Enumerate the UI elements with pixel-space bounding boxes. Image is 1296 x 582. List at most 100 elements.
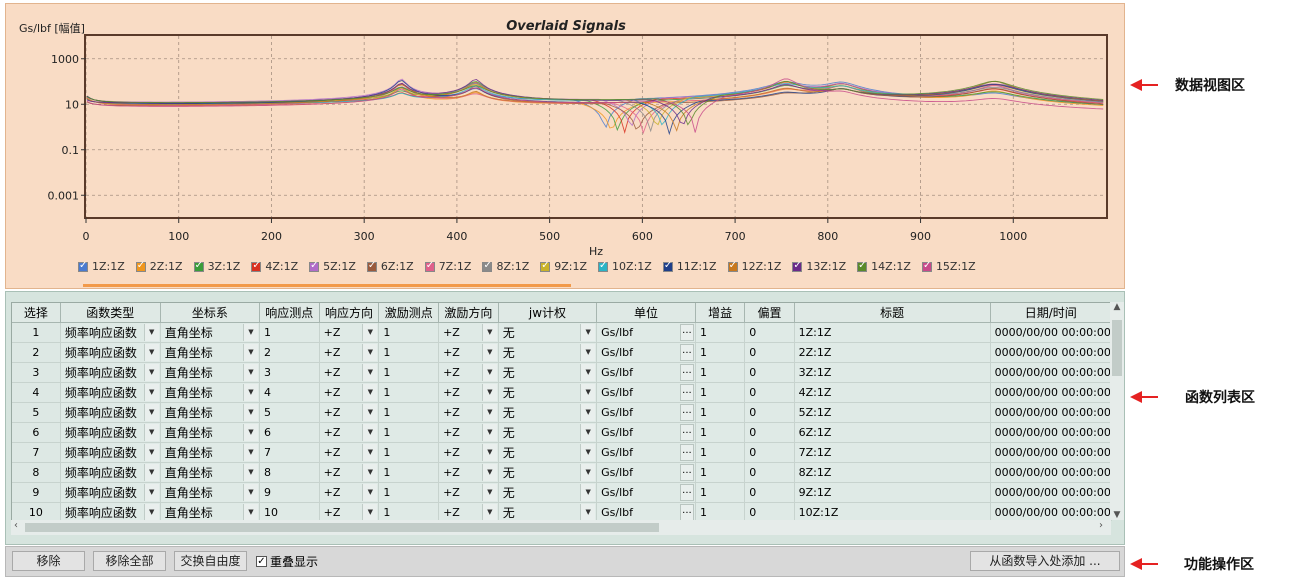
cell-exc-pt[interactable]: 1	[378, 382, 440, 403]
cell-unit[interactable]: Gs/lbf...	[596, 462, 696, 483]
cell-ftype[interactable]: 频率响应函数 ▼	[60, 362, 161, 383]
cell-gain[interactable]: 1	[695, 462, 746, 483]
cell-resp-pt[interactable]: 4	[259, 382, 320, 403]
ellipsis-button[interactable]: ...	[679, 464, 694, 481]
column-header[interactable]: 偏置	[744, 303, 795, 323]
legend-item[interactable]: 2Z:1Z	[135, 260, 183, 273]
legend-checkbox-icon[interactable]	[482, 260, 493, 272]
cell-exc-dir[interactable]: +Z ▼	[438, 442, 499, 463]
legend-checkbox-icon[interactable]	[540, 260, 551, 272]
dropdown-arrow-icon[interactable]: ▼	[242, 404, 258, 421]
cell-offset[interactable]: 0	[744, 482, 795, 503]
legend-checkbox-icon[interactable]	[727, 260, 738, 272]
cell-date[interactable]: 0000/00/00 00:00:00	[990, 382, 1112, 403]
legend-checkbox-icon[interactable]	[662, 260, 673, 272]
cell-offset[interactable]: 0	[744, 382, 795, 403]
cell-resp-dir[interactable]: +Z ▼	[319, 322, 380, 343]
column-header[interactable]: jw计权	[498, 303, 598, 323]
cell-coord[interactable]: 直角坐标 ▼	[160, 402, 260, 423]
dropdown-arrow-icon[interactable]: ▼	[580, 384, 596, 401]
dropdown-arrow-icon[interactable]: ▼	[362, 364, 378, 381]
dropdown-arrow-icon[interactable]: ▼	[580, 484, 596, 501]
cell-exc-pt[interactable]: 1	[378, 362, 440, 383]
table-row[interactable]: 10 频率响应函数 ▼ 直角坐标 ▼ 10 +Z ▼ 1 +Z ▼ 无 ▼ Gs/lbf... 1 0 10Z:…	[12, 502, 1112, 521]
cell-ftype[interactable]: 频率响应函数 ▼	[60, 482, 161, 503]
dropdown-arrow-icon[interactable]: ▼	[580, 424, 596, 441]
cell-jw[interactable]: 无 ▼	[498, 502, 598, 521]
cell-date[interactable]: 0000/00/00 00:00:00	[990, 402, 1112, 423]
dropdown-arrow-icon[interactable]: ▼	[362, 504, 378, 521]
cell-jw[interactable]: 无 ▼	[498, 442, 598, 463]
cell-offset[interactable]: 0	[744, 322, 795, 343]
table-row[interactable]: 8 频率响应函数 ▼ 直角坐标 ▼ 8 +Z ▼ 1 +Z ▼ 无 ▼ Gs/lbf... 1 0 8Z:1Z 0…	[12, 462, 1112, 483]
cell-exc-pt[interactable]: 1	[378, 322, 440, 343]
legend-checkbox-icon[interactable]	[78, 260, 88, 272]
cell-coord[interactable]: 直角坐标 ▼	[160, 462, 260, 483]
cell-resp-pt[interactable]: 7	[259, 442, 320, 463]
legend-item[interactable]: 3Z:1Z	[193, 260, 240, 273]
cell-sel[interactable]: 4	[12, 382, 61, 403]
legend-checkbox-icon[interactable]	[598, 260, 609, 272]
cell-exc-pt[interactable]: 1	[378, 402, 440, 423]
cell-sel[interactable]: 9	[12, 482, 61, 503]
cell-date[interactable]: 0000/00/00 00:00:00	[990, 362, 1112, 383]
dropdown-arrow-icon[interactable]: ▼	[580, 344, 596, 361]
dropdown-arrow-icon[interactable]: ▼	[242, 504, 258, 521]
cell-resp-dir[interactable]: +Z ▼	[319, 442, 380, 463]
cell-jw[interactable]: 无 ▼	[498, 482, 598, 503]
cell-sel[interactable]: 2	[12, 342, 61, 363]
legend-checkbox-icon[interactable]	[792, 260, 803, 272]
cell-ftype[interactable]: 频率响应函数 ▼	[60, 462, 161, 483]
legend-item[interactable]: 12Z:1Z	[727, 260, 781, 273]
cell-date[interactable]: 0000/00/00 00:00:00	[990, 502, 1112, 521]
cell-unit[interactable]: Gs/lbf...	[596, 362, 696, 383]
cell-exc-pt[interactable]: 1	[378, 442, 440, 463]
cell-jw[interactable]: 无 ▼	[498, 342, 598, 363]
cell-gain[interactable]: 1	[695, 402, 746, 423]
cell-sel[interactable]: 6	[12, 422, 61, 443]
dropdown-arrow-icon[interactable]: ▼	[362, 344, 378, 361]
dropdown-arrow-icon[interactable]: ▼	[481, 504, 497, 521]
cell-resp-dir[interactable]: +Z ▼	[319, 422, 380, 443]
cell-exc-dir[interactable]: +Z ▼	[438, 402, 499, 423]
swap-dof-button[interactable]: 交换自由度	[174, 551, 247, 571]
table-row[interactable]: 1 频率响应函数 ▼ 直角坐标 ▼ 1 +Z ▼ 1 +Z ▼ 无 ▼ Gs/lbf... 1 0 1Z:1Z 0…	[12, 322, 1112, 343]
dropdown-arrow-icon[interactable]: ▼	[481, 364, 497, 381]
chart-canvas[interactable]: Overlaid Signals Gs/lbf [幅值] Hz 0 100 200 3…	[6, 4, 1126, 290]
dropdown-arrow-icon[interactable]: ▼	[580, 324, 596, 341]
cell-resp-pt[interactable]: 10	[259, 502, 320, 521]
cell-title[interactable]: 5Z:1Z	[794, 402, 991, 423]
dropdown-arrow-icon[interactable]: ▼	[242, 344, 258, 361]
table-row[interactable]: 9 频率响应函数 ▼ 直角坐标 ▼ 9 +Z ▼ 1 +Z ▼ 无 ▼ Gs/lbf... 1 0 9Z:1Z 0…	[12, 482, 1112, 503]
cell-title[interactable]: 4Z:1Z	[794, 382, 991, 403]
cell-ftype[interactable]: 频率响应函数 ▼	[60, 322, 161, 343]
remove-button[interactable]: 移除	[12, 551, 85, 571]
cell-gain[interactable]: 1	[695, 382, 746, 403]
cell-title[interactable]: 9Z:1Z	[794, 482, 991, 503]
add-from-import-button[interactable]: 从函数导入处添加 ...	[970, 551, 1120, 571]
remove-all-button[interactable]: 移除全部	[93, 551, 166, 571]
cell-gain[interactable]: 1	[695, 422, 746, 443]
cell-resp-pt[interactable]: 6	[259, 422, 320, 443]
cell-jw[interactable]: 无 ▼	[498, 402, 598, 423]
cell-title[interactable]: 6Z:1Z	[794, 422, 991, 443]
cell-resp-dir[interactable]: +Z ▼	[319, 342, 380, 363]
dropdown-arrow-icon[interactable]: ▼	[580, 404, 596, 421]
dropdown-arrow-icon[interactable]: ▼	[580, 364, 596, 381]
legend-item[interactable]: 7Z:1Z	[424, 260, 471, 273]
column-header[interactable]: 坐标系	[160, 303, 260, 323]
column-header[interactable]: 响应方向	[319, 303, 380, 323]
dropdown-arrow-icon[interactable]: ▼	[143, 344, 159, 361]
cell-title[interactable]: 10Z:1Z	[794, 502, 991, 521]
cell-date[interactable]: 0000/00/00 00:00:00	[990, 342, 1112, 363]
legend-checkbox-icon[interactable]	[921, 260, 932, 272]
dropdown-arrow-icon[interactable]: ▼	[481, 464, 497, 481]
cell-ftype[interactable]: 频率响应函数 ▼	[60, 422, 161, 443]
table-row[interactable]: 4 频率响应函数 ▼ 直角坐标 ▼ 4 +Z ▼ 1 +Z ▼ 无 ▼ Gs/lbf... 1 0 4Z:1Z 0…	[12, 382, 1112, 403]
ellipsis-button[interactable]: ...	[679, 384, 694, 401]
cell-jw[interactable]: 无 ▼	[498, 322, 598, 343]
cell-date[interactable]: 0000/00/00 00:00:00	[990, 462, 1112, 483]
cell-coord[interactable]: 直角坐标 ▼	[160, 322, 260, 343]
table-row[interactable]: 3 频率响应函数 ▼ 直角坐标 ▼ 3 +Z ▼ 1 +Z ▼ 无 ▼ Gs/lbf... 1 0 3Z:1Z 0…	[12, 362, 1112, 383]
dropdown-arrow-icon[interactable]: ▼	[143, 384, 159, 401]
